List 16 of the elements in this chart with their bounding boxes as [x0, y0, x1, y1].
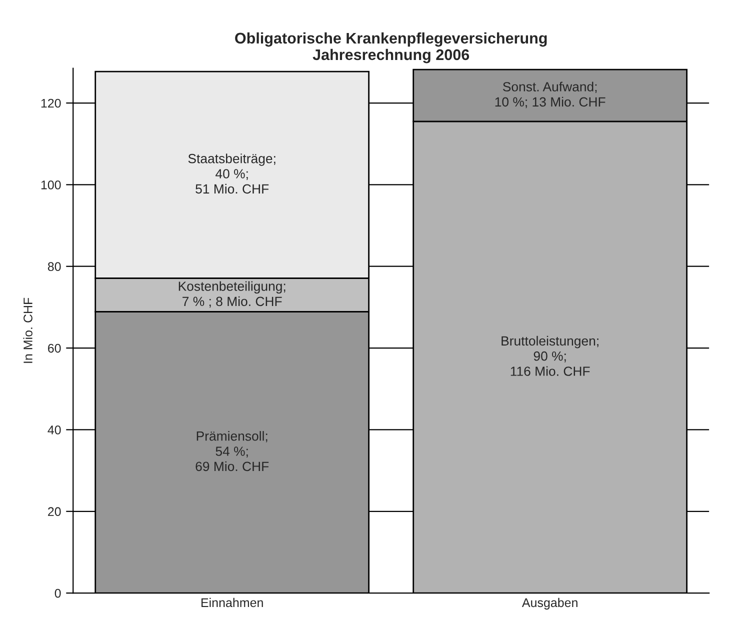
x-tick-label: Einnahmen — [202, 598, 263, 608]
y-tick-label: 0 — [54, 588, 61, 598]
data-label: Bruttoleistungen; 90 %; 116 Mio. CHF — [502, 336, 598, 376]
y-tick-label: 60 — [48, 344, 61, 353]
y-tick-label: 100 — [41, 180, 61, 190]
chart-title: Obligatorische Krankenpflegeversicherung Jahresrechnung 2006 — [235, 32, 547, 64]
y-tick-label: 120 — [41, 98, 61, 108]
y-axis-title: In Mio. CHF — [23, 298, 32, 363]
y-tick-label: 20 — [48, 507, 61, 516]
x-tick-label: Ausgaben — [522, 598, 578, 610]
data-label: Kostenbeteiligung; 7 % ; 8 Mio. CHF — [178, 281, 286, 308]
data-label: Staatsbeiträge; 40 %; 51 Mio. CHF — [188, 154, 276, 194]
data-label: Prämiensoll; 54 %; 69 Mio. CHF — [196, 431, 269, 472]
y-tick-label: 40 — [48, 426, 61, 434]
data-label: Sonst. Aufwand; 10 %; 13 Mio. CHF — [495, 82, 606, 108]
y-tick-label: 80 — [48, 262, 61, 272]
